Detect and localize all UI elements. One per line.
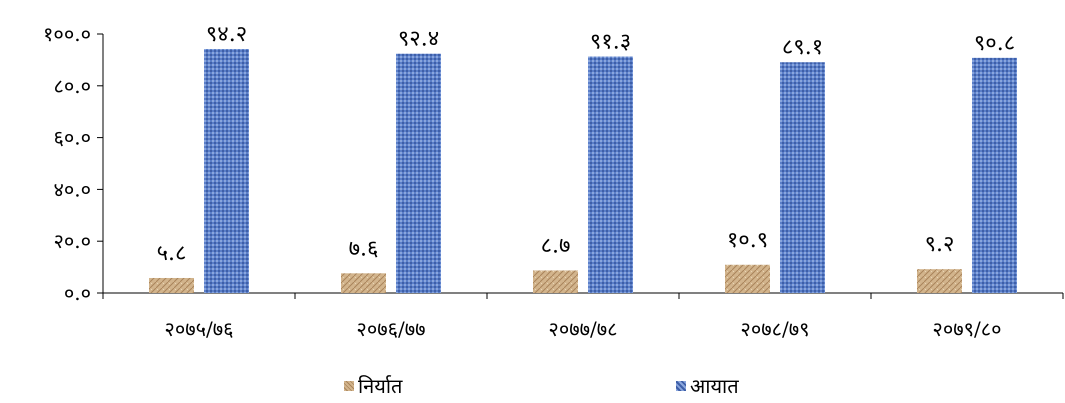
data-label-import: ९०.८ xyxy=(974,31,1015,56)
y-tick-label: ६०.० xyxy=(53,126,91,150)
legend-label-export: निर्यात xyxy=(358,372,402,399)
y-tick-label: २०.० xyxy=(53,229,91,253)
y-tick-label: ८०.० xyxy=(53,74,91,98)
data-label-import: ९४.२ xyxy=(206,22,247,47)
legend-swatch-import xyxy=(676,381,686,391)
bar-export xyxy=(149,278,194,293)
data-label-export: ८.७ xyxy=(541,233,571,258)
data-label-import: ८९.१ xyxy=(782,35,823,60)
bar-export xyxy=(725,265,770,293)
bar-chart: ०.० २०.० ४०.० ६०.० ८०.० १००.० २०७५/७६ ५.८ ९४.२ २… xyxy=(0,0,1065,370)
y-tick-label: ०.० xyxy=(64,281,91,305)
x-tick-label: २०७५/७६ xyxy=(164,317,233,341)
bar-import xyxy=(588,57,633,293)
data-label-import: ९२.४ xyxy=(398,27,439,52)
x-tick-label: २०७७/७८ xyxy=(548,317,617,341)
bar-import xyxy=(780,62,825,293)
data-label-export: १०.९ xyxy=(727,228,768,253)
y-tick-label: १००.० xyxy=(43,22,91,46)
bar-export xyxy=(917,269,962,293)
bar-export xyxy=(341,273,386,293)
bar-export xyxy=(533,270,578,293)
axes: ०.० २०.० ४०.० ६०.० ८०.० १००.० xyxy=(43,22,1063,305)
legend-item-export: निर्यात xyxy=(344,372,402,399)
data-label-export: ५.८ xyxy=(157,241,187,266)
x-tick-label: २०७९/८० xyxy=(932,317,1001,341)
bars xyxy=(149,49,1017,293)
y-tick-label: ४०.० xyxy=(53,177,91,201)
legend-label-import: आयात xyxy=(690,372,739,399)
bar-import xyxy=(972,58,1017,293)
bar-import xyxy=(396,54,441,293)
legend: निर्यात आयात xyxy=(0,372,1065,402)
x-tick-label: २०७६/७७ xyxy=(356,317,425,341)
bar-import xyxy=(204,49,249,293)
data-label-export: ७.६ xyxy=(349,236,379,261)
legend-swatch-export xyxy=(344,381,354,391)
data-label-import: ९१.३ xyxy=(590,30,631,55)
legend-item-import: आयात xyxy=(676,372,739,399)
data-label-export: ९.२ xyxy=(925,232,955,257)
x-tick-label: २०७८/७९ xyxy=(740,317,809,341)
